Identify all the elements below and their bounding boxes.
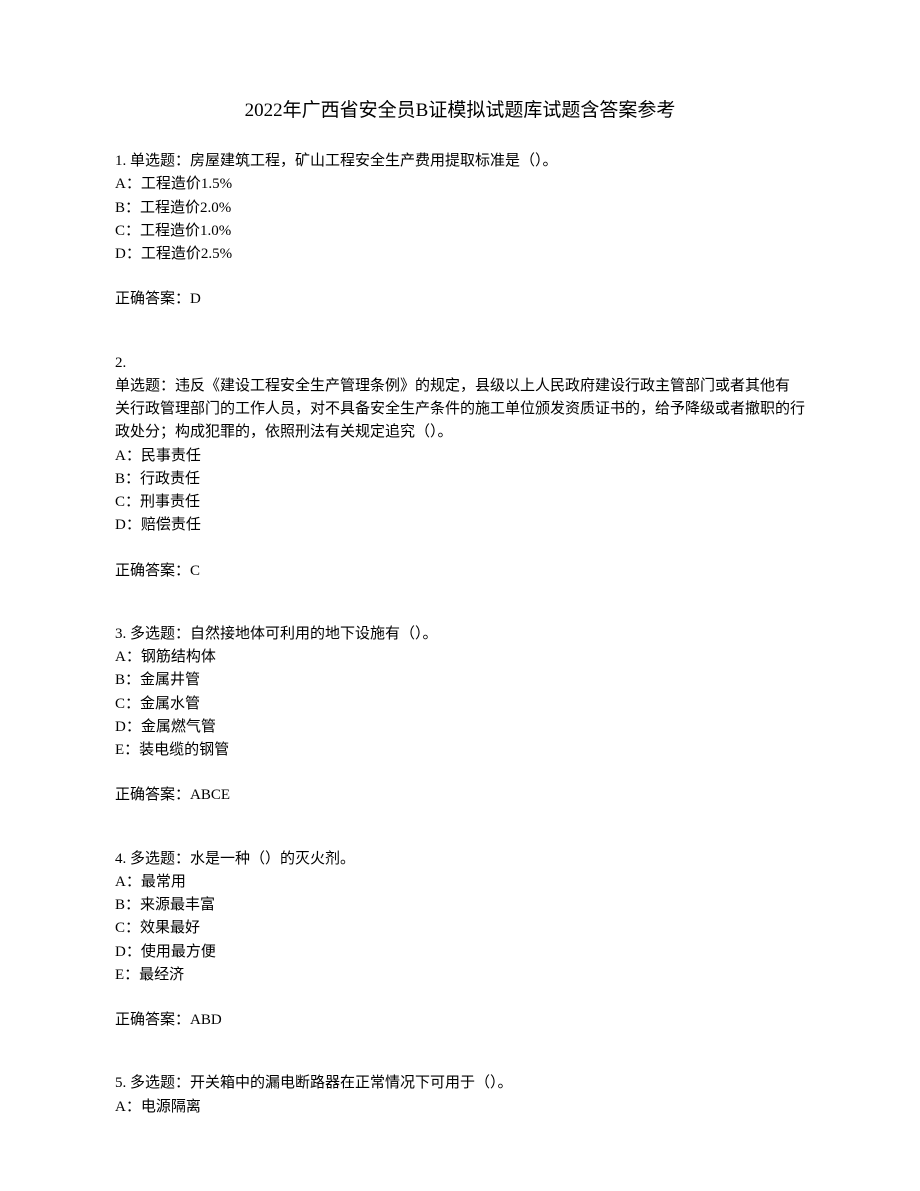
question-number: 5. (115, 1075, 126, 1091)
answer-value: ABCE (190, 787, 230, 803)
answer-line: 正确答案：D (115, 288, 805, 311)
option-d: D：工程造价2.5% (115, 243, 805, 266)
option-b: B：工程造价2.0% (115, 197, 805, 220)
answer-value: ABD (190, 1012, 222, 1028)
question-number: 4. (115, 851, 126, 867)
question-block: 3. 多选题：自然接地体可利用的地下设施有（）。 A：钢筋结构体 B：金属井管 … (115, 623, 805, 808)
question-type: 多选题： (130, 626, 190, 642)
question-block: 1. 单选题：房屋建筑工程，矿山工程安全生产费用提取标准是（）。 A：工程造价1… (115, 150, 805, 312)
question-stem: 1. 单选题：房屋建筑工程，矿山工程安全生产费用提取标准是（）。 (115, 150, 805, 173)
question-stem: 单选题：违反《建设工程安全生产管理条例》的规定，县级以上人民政府建设行政主管部门… (115, 375, 805, 445)
question-type: 单选题： (115, 378, 175, 394)
question-type: 多选题： (130, 1075, 190, 1091)
answer-value: C (190, 563, 200, 579)
question-stem: 3. 多选题：自然接地体可利用的地下设施有（）。 (115, 623, 805, 646)
question-stem: 4. 多选题：水是一种（）的灭火剂。 (115, 848, 805, 871)
question-block: 2. 单选题：违反《建设工程安全生产管理条例》的规定，县级以上人民政府建设行政主… (115, 352, 805, 583)
answer-line: 正确答案：ABD (115, 1009, 805, 1032)
document-title: 2022年广西省安全员B证模拟试题库试题含答案参考 (115, 95, 805, 122)
answer-label: 正确答案： (115, 291, 190, 307)
option-a: A：钢筋结构体 (115, 646, 805, 669)
question-type: 单选题： (130, 153, 190, 169)
question-number-line: 2. (115, 352, 805, 375)
option-d: D：金属燃气管 (115, 716, 805, 739)
answer-line: 正确答案：ABCE (115, 784, 805, 807)
answer-value: D (190, 291, 201, 307)
question-number: 3. (115, 626, 126, 642)
option-d: D：使用最方便 (115, 941, 805, 964)
question-block: 5. 多选题：开关箱中的漏电断路器在正常情况下可用于（）。 A：电源隔离 (115, 1072, 805, 1119)
question-text: 水是一种（）的灭火剂。 (190, 851, 355, 867)
option-c: C：金属水管 (115, 693, 805, 716)
question-stem: 5. 多选题：开关箱中的漏电断路器在正常情况下可用于（）。 (115, 1072, 805, 1095)
answer-label: 正确答案： (115, 1012, 190, 1028)
option-c: C：刑事责任 (115, 491, 805, 514)
answer-line: 正确答案：C (115, 560, 805, 583)
option-d: D：赔偿责任 (115, 514, 805, 537)
question-type: 多选题： (130, 851, 190, 867)
question-block: 4. 多选题：水是一种（）的灭火剂。 A：最常用 B：来源最丰富 C：效果最好 … (115, 848, 805, 1033)
option-c: C：工程造价1.0% (115, 220, 805, 243)
option-b: B：金属井管 (115, 669, 805, 692)
option-a: A：民事责任 (115, 445, 805, 468)
question-text: 违反《建设工程安全生产管理条例》的规定，县级以上人民政府建设行政主管部门或者其他… (115, 378, 805, 441)
option-e: E：装电缆的钢管 (115, 739, 805, 762)
question-text: 自然接地体可利用的地下设施有（）。 (190, 626, 438, 642)
question-text: 开关箱中的漏电断路器在正常情况下可用于（）。 (190, 1075, 513, 1091)
option-a: A：最常用 (115, 871, 805, 894)
option-a: A：电源隔离 (115, 1096, 805, 1119)
option-a: A：工程造价1.5% (115, 173, 805, 196)
option-b: B：行政责任 (115, 468, 805, 491)
question-text: 房屋建筑工程，矿山工程安全生产费用提取标准是（）。 (190, 153, 558, 169)
question-number: 1. (115, 153, 126, 169)
option-c: C：效果最好 (115, 917, 805, 940)
option-e: E：最经济 (115, 964, 805, 987)
document-page: 2022年广西省安全员B证模拟试题库试题含答案参考 1. 单选题：房屋建筑工程，… (0, 0, 920, 1191)
option-b: B：来源最丰富 (115, 894, 805, 917)
answer-label: 正确答案： (115, 787, 190, 803)
answer-label: 正确答案： (115, 563, 190, 579)
